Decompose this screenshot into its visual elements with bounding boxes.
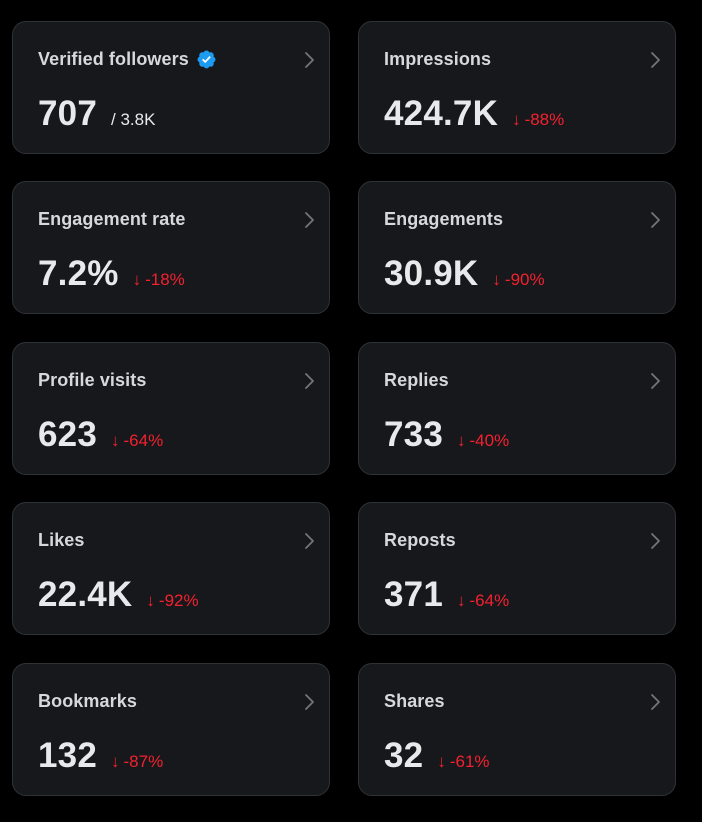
card-value-row: 424.7K ↓ -88%	[384, 94, 564, 134]
card-value-row: 707 / 3.8K	[38, 94, 155, 134]
card-change: ↓ -90%	[492, 270, 544, 290]
card-engagements[interactable]: Engagements 30.9K ↓ -90%	[358, 181, 676, 314]
card-value: 371	[384, 575, 443, 614]
card-value-row: 32 ↓ -61%	[384, 736, 490, 776]
chevron-right-icon	[651, 212, 660, 228]
card-label: Engagement rate	[38, 209, 186, 229]
arrow-down-icon: ↓	[437, 752, 446, 771]
chevron-right-icon	[305, 52, 314, 68]
card-value: 733	[384, 415, 443, 454]
card-value-row: 22.4K ↓ -92%	[38, 575, 199, 615]
card-total: / 3.8K	[111, 110, 156, 129]
card-change-value: -64%	[469, 591, 510, 610]
card-value-row: 132 ↓ -87%	[38, 736, 163, 776]
card-verified-followers[interactable]: Verified followers 707 / 3.8K	[12, 21, 330, 154]
arrow-down-icon: ↓	[457, 591, 466, 610]
card-reposts[interactable]: Reposts 371 ↓ -64%	[358, 502, 676, 635]
card-change: ↓ -64%	[457, 591, 509, 611]
card-label: Shares	[384, 691, 445, 711]
card-change-value: -40%	[469, 431, 510, 450]
arrow-down-icon: ↓	[146, 591, 155, 610]
card-label: Engagements	[384, 209, 504, 229]
card-change-value: -61%	[449, 752, 490, 771]
card-value-row: 733 ↓ -40%	[384, 415, 509, 455]
card-value: 623	[38, 415, 97, 454]
card-value: 707	[38, 94, 97, 133]
card-bookmarks[interactable]: Bookmarks 132 ↓ -87%	[12, 663, 330, 796]
card-label-row: Verified followers	[38, 49, 217, 70]
card-change: ↓ -64%	[111, 431, 163, 451]
card-change-value: -64%	[123, 431, 164, 450]
chevron-right-icon	[305, 533, 314, 549]
card-label: Replies	[384, 370, 449, 390]
chevron-right-icon	[651, 533, 660, 549]
chevron-right-icon	[305, 212, 314, 228]
card-value-row: 30.9K ↓ -90%	[384, 254, 545, 294]
card-label: Verified followers	[38, 49, 189, 69]
card-label: Profile visits	[38, 370, 147, 390]
card-change-value: -90%	[504, 270, 545, 289]
card-value: 22.4K	[38, 575, 133, 614]
card-value-row: 7.2% ↓ -18%	[38, 254, 185, 294]
card-change: ↓ -18%	[133, 270, 185, 290]
card-impressions[interactable]: Impressions 424.7K ↓ -88%	[358, 21, 676, 154]
card-label: Likes	[38, 530, 85, 550]
card-change: ↓ -40%	[457, 431, 509, 451]
chevron-right-icon	[651, 373, 660, 389]
card-value: 132	[38, 736, 97, 775]
card-likes[interactable]: Likes 22.4K ↓ -92%	[12, 502, 330, 635]
card-shares[interactable]: Shares 32 ↓ -61%	[358, 663, 676, 796]
arrow-down-icon: ↓	[132, 270, 142, 289]
verified-badge-icon	[197, 50, 216, 69]
chevron-right-icon	[305, 694, 314, 710]
card-change: ↓ -88%	[512, 110, 564, 130]
card-value: 424.7K	[384, 94, 499, 133]
card-label: Reposts	[384, 530, 456, 550]
card-profile-visits[interactable]: Profile visits 623 ↓ -64%	[12, 342, 330, 475]
card-change: ↓ -87%	[111, 752, 163, 772]
arrow-down-icon: ↓	[111, 752, 120, 771]
card-value: 30.9K	[384, 254, 479, 293]
card-change-value: -92%	[158, 591, 199, 610]
chevron-right-icon	[305, 373, 314, 389]
arrow-down-icon: ↓	[111, 431, 120, 450]
card-engagement-rate[interactable]: Engagement rate 7.2% ↓ -18%	[12, 181, 330, 314]
card-value: 7.2%	[38, 254, 119, 293]
arrow-down-icon: ↓	[512, 110, 521, 129]
card-label: Bookmarks	[38, 691, 137, 711]
arrow-down-icon: ↓	[457, 431, 466, 450]
card-value-row: 371 ↓ -64%	[384, 575, 509, 615]
arrow-down-icon: ↓	[492, 270, 501, 289]
card-change-value: -18%	[145, 270, 185, 289]
chevron-right-icon	[651, 52, 660, 68]
card-change-value: -88%	[524, 110, 565, 129]
card-value-row: 623 ↓ -64%	[38, 415, 163, 455]
card-label: Impressions	[384, 49, 492, 69]
card-replies[interactable]: Replies 733 ↓ -40%	[358, 342, 676, 475]
card-change: ↓ -92%	[146, 591, 198, 611]
card-change: ↓ -61%	[437, 752, 489, 772]
card-value: 32	[384, 736, 424, 775]
card-change-value: -87%	[123, 752, 164, 771]
chevron-right-icon	[651, 694, 660, 710]
